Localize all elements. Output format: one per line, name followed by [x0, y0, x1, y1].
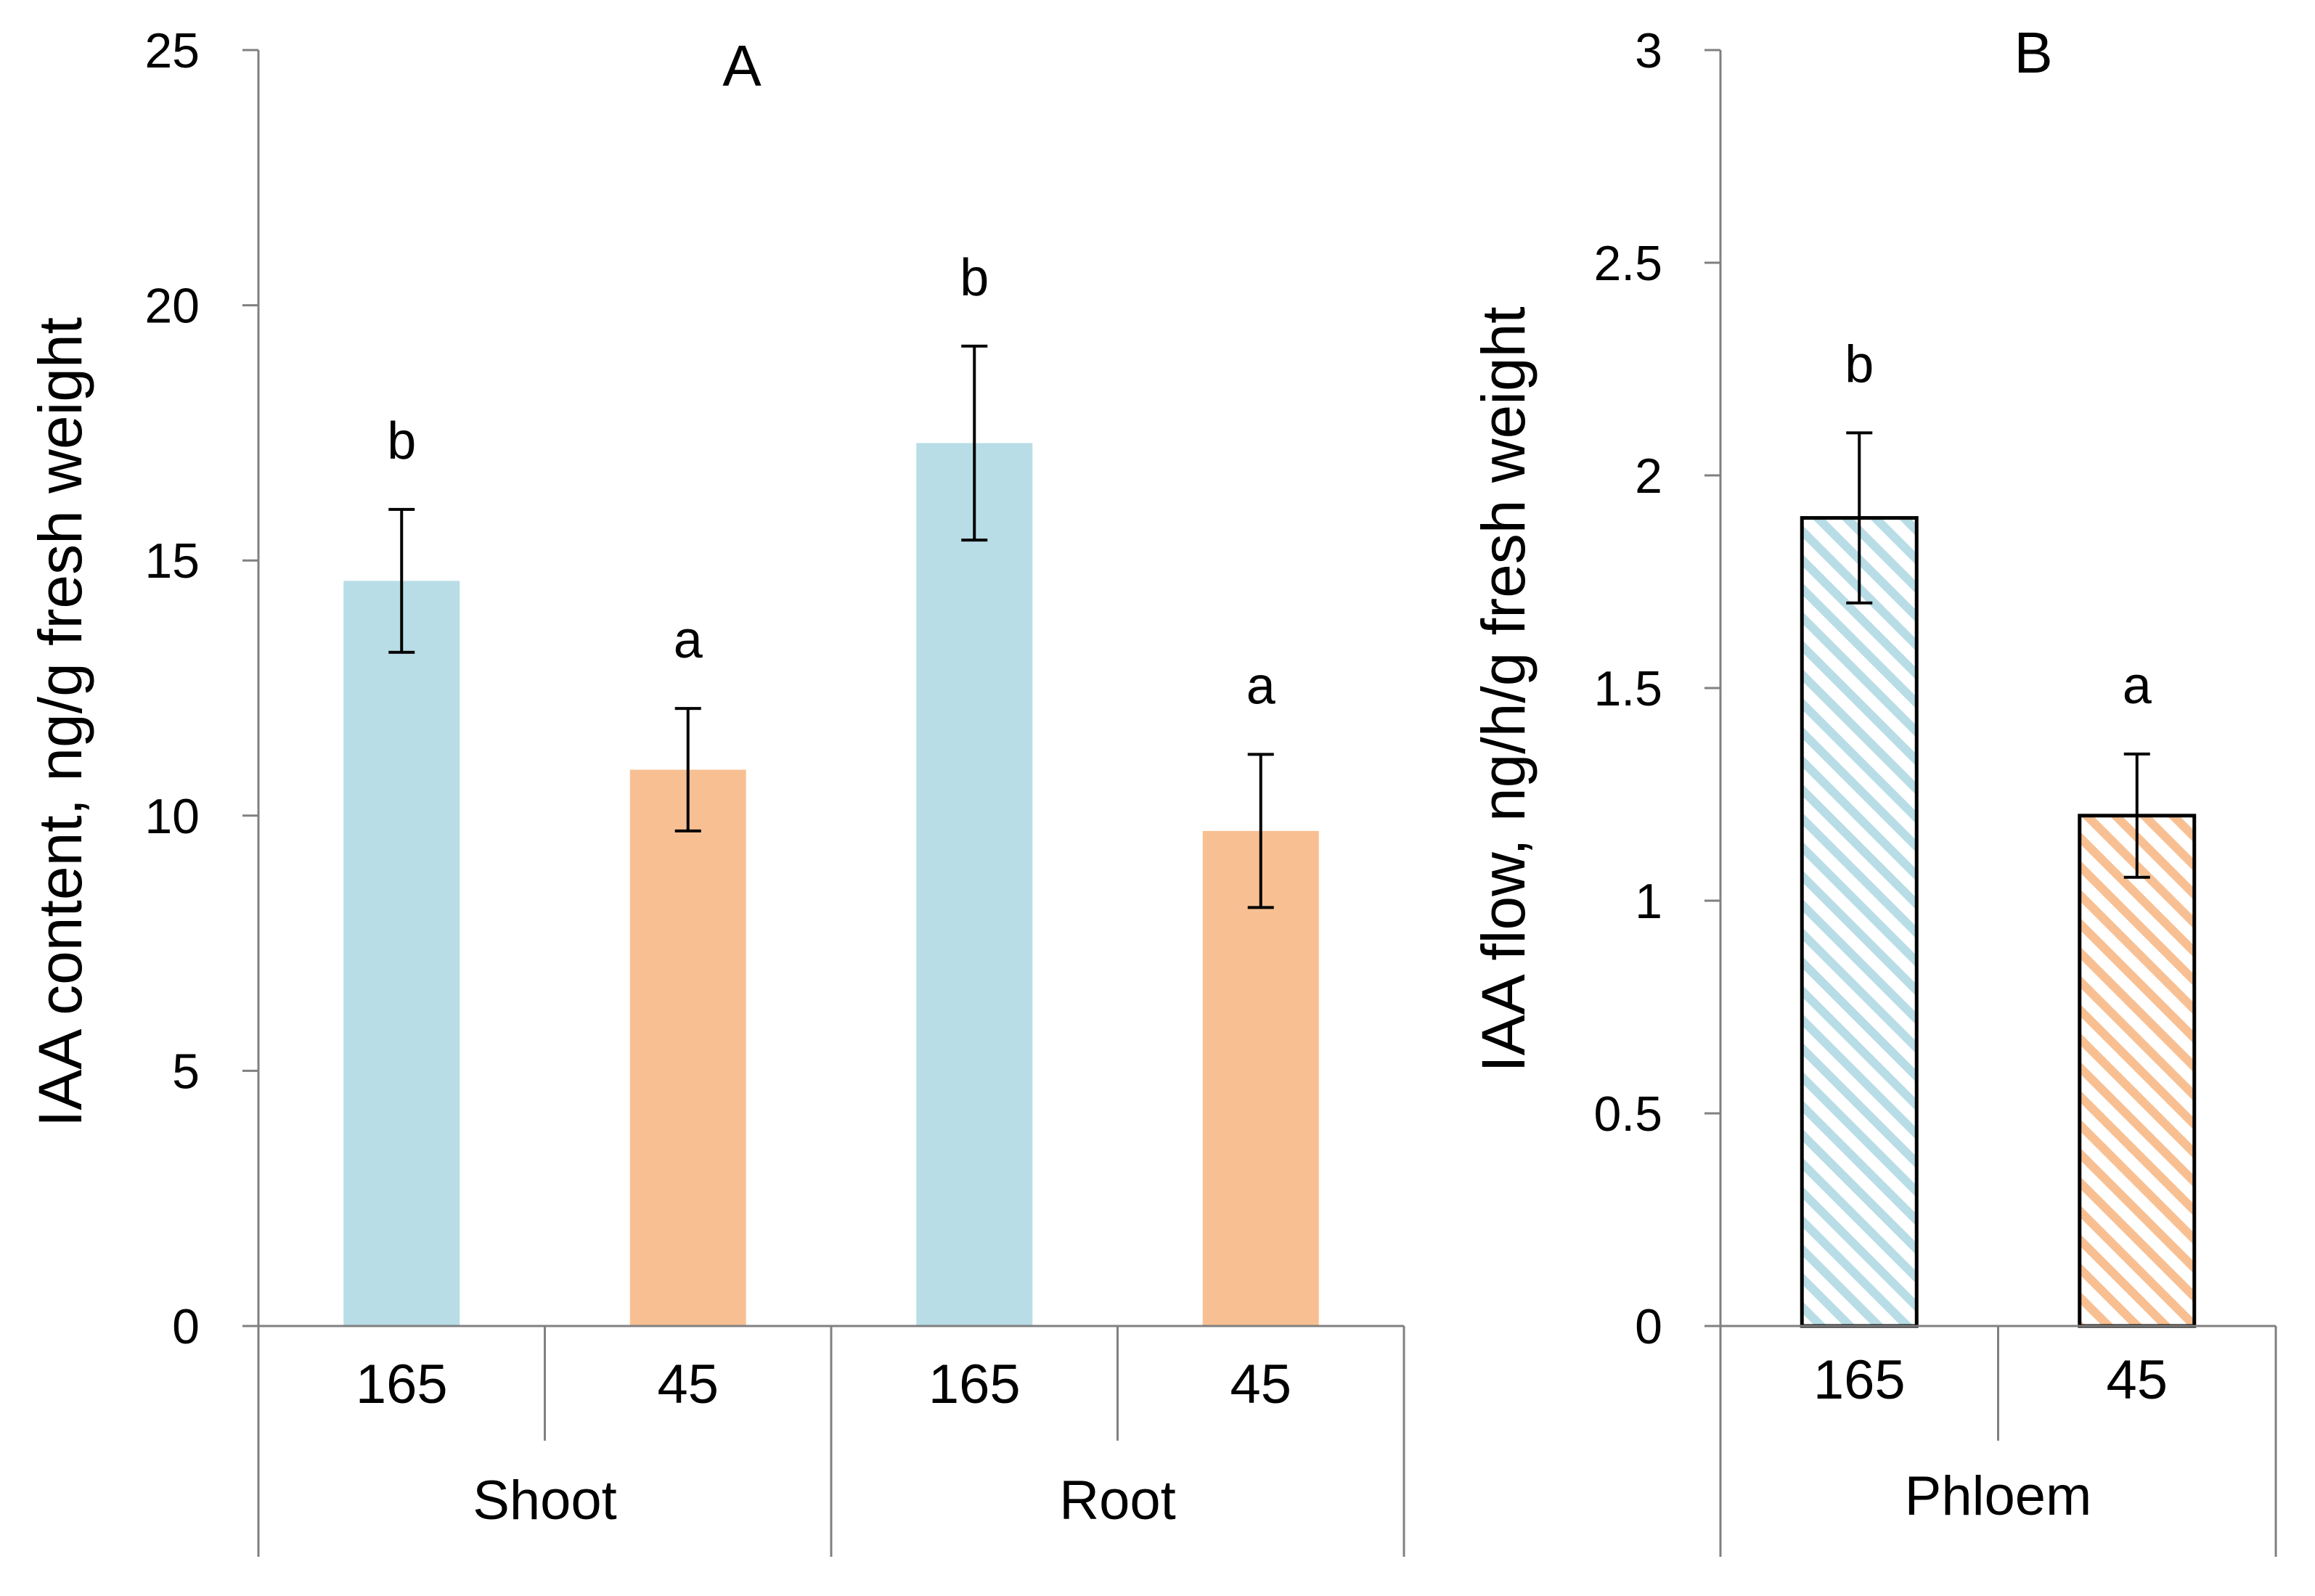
y-tick-label: 25: [144, 23, 200, 78]
y-tick-label: 3: [1635, 23, 1662, 78]
y-tick-label: 5: [172, 1044, 200, 1099]
x-category-label: 165: [928, 1354, 1021, 1415]
panel-a-y-ticks: 0 5 10 15 20 25: [144, 23, 258, 1354]
x-category-label: 165: [356, 1354, 448, 1415]
panel-b-y-axis-label: IAA flow, ng/h/g fresh weight: [1469, 306, 1538, 1072]
y-tick-label: 0: [1635, 1299, 1662, 1354]
y-tick-label: 0.5: [1593, 1086, 1662, 1142]
y-tick-label: 20: [144, 279, 200, 334]
bar: [916, 443, 1033, 1326]
bar: [343, 581, 460, 1326]
significance-label: b: [1845, 335, 1874, 393]
y-tick-label: 2: [1635, 449, 1662, 504]
panel-a-bars: b a b a: [343, 249, 1319, 1326]
bar: [1800, 516, 1919, 1328]
panel-a: A IAA content, ng/g fresh weight 0 5 10 15 2…: [26, 23, 1405, 1557]
y-tick-label: 1: [1635, 874, 1662, 929]
x-group-label: Phloem: [1905, 1465, 2092, 1527]
panel-a-axes: [257, 50, 1405, 1557]
x-category-label: 45: [1230, 1354, 1291, 1415]
y-tick-label: 15: [144, 533, 200, 589]
panel-b-bars: ba: [1800, 335, 2197, 1328]
panel-b: B IAA flow, ng/h/g fresh weight 0 0.5 1 1.5…: [1469, 20, 2277, 1557]
bar: [629, 769, 746, 1326]
y-tick-label: 10: [144, 789, 200, 844]
x-category-label: 45: [2106, 1349, 2168, 1411]
significance-label: b: [960, 249, 989, 307]
x-category-label: 165: [1813, 1349, 1906, 1411]
panel-b-y-ticks: 0 0.5 1 1.5 2 2.5 3: [1593, 23, 1720, 1354]
panel-b-axes: [1719, 50, 2277, 1557]
panel-a-title: A: [722, 33, 762, 98]
x-group-label: Root: [1059, 1470, 1176, 1531]
y-tick-label: 2.5: [1593, 236, 1662, 291]
significance-label: a: [674, 611, 703, 669]
panel-a-x-labels: 165 45 165 45 Shoot Root: [356, 1354, 1291, 1531]
y-tick-label: 1.5: [1593, 661, 1662, 716]
significance-label: a: [1246, 657, 1276, 715]
panel-b-title: B: [2014, 20, 2052, 85]
x-category-label: 45: [657, 1354, 719, 1415]
y-tick-label: 0: [172, 1299, 200, 1354]
significance-label: a: [2123, 657, 2152, 715]
bar: [2078, 814, 2197, 1328]
x-group-label: Shoot: [473, 1470, 617, 1531]
bar: [1202, 830, 1319, 1326]
significance-label: b: [387, 412, 416, 470]
panel-a-y-axis-label: IAA content, ng/g fresh weight: [26, 317, 94, 1127]
